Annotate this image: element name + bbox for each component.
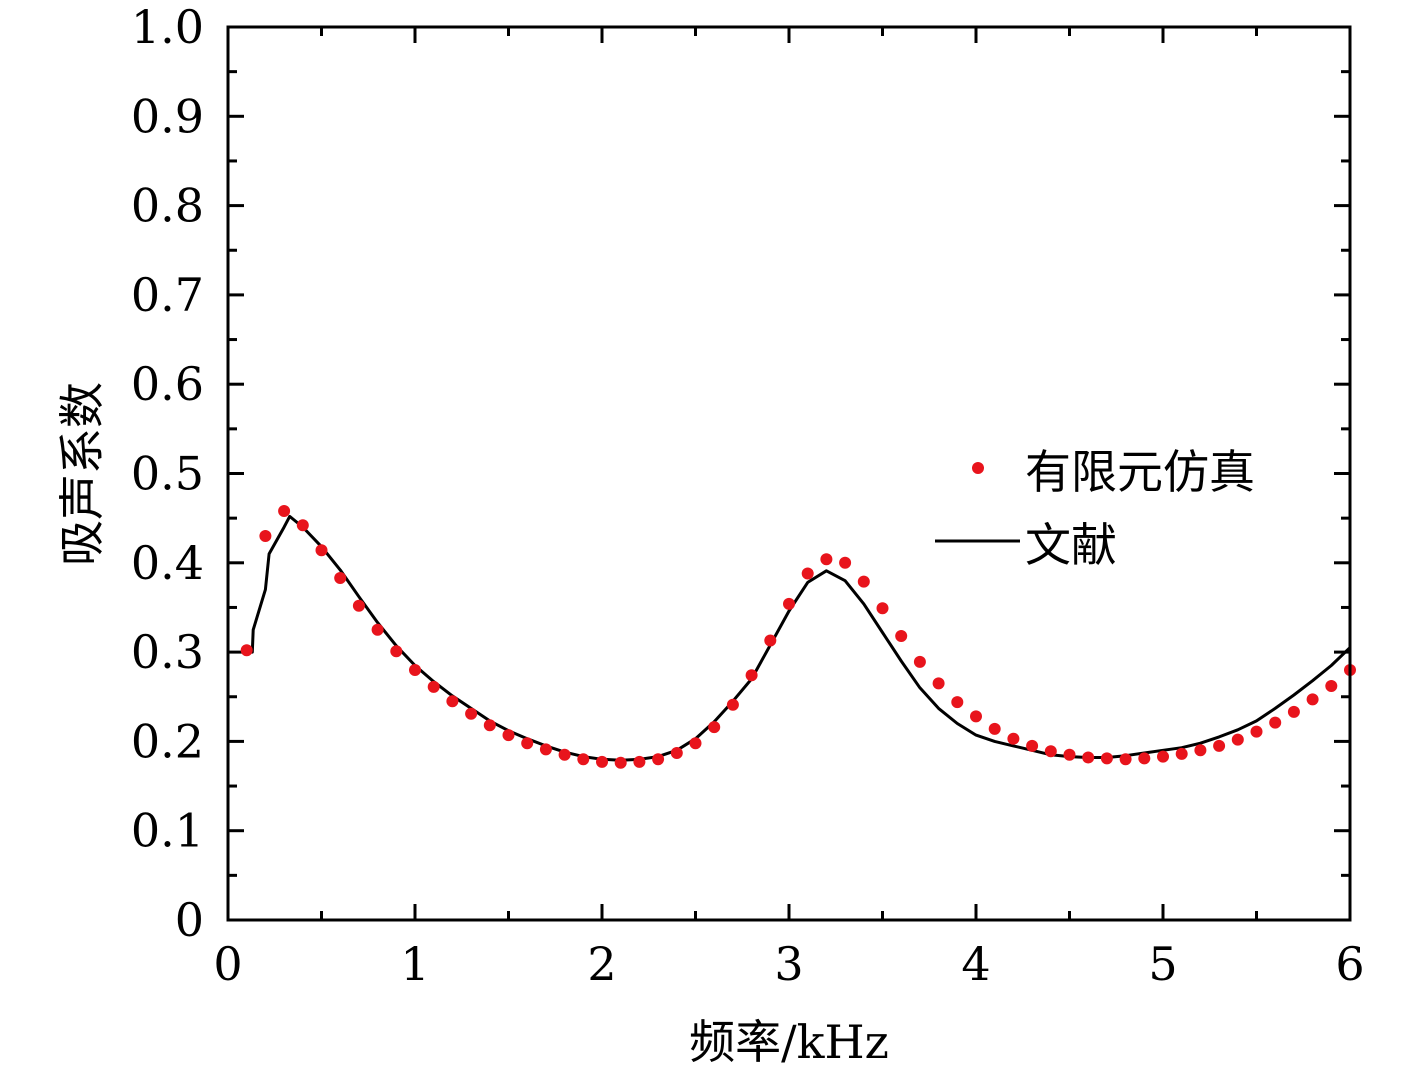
- data-point-simulation: [670, 747, 683, 759]
- data-point-simulation: [1044, 745, 1057, 758]
- data-point-simulation: [726, 698, 739, 711]
- legend-marker-simulation: [972, 462, 984, 474]
- data-point-simulation: [708, 721, 721, 734]
- plot-frame: [226, 25, 1352, 922]
- x-tick-label: 5: [1148, 937, 1177, 991]
- legend-label-simulation: 有限元仿真: [1025, 445, 1255, 499]
- data-point-simulation: [577, 753, 590, 766]
- data-point-simulation: [895, 630, 908, 642]
- data-point-simulation: [839, 556, 852, 569]
- y-tick-label: 0.1: [131, 804, 204, 858]
- data-point-simulation: [240, 644, 253, 657]
- data-point-simulation: [371, 623, 384, 636]
- line-series-literature: [246, 514, 1352, 762]
- x-axis-title: 频率/kHz: [689, 1015, 889, 1069]
- y-tick-label: 0.6: [131, 357, 204, 411]
- data-point-simulation: [876, 602, 889, 615]
- data-point-simulation: [259, 530, 272, 542]
- data-point-simulation: [1175, 747, 1188, 760]
- data-point-simulation: [970, 710, 982, 723]
- data-point-simulation: [315, 544, 328, 557]
- data-point-simulation: [633, 755, 646, 768]
- x-tick-label: 1: [400, 937, 429, 991]
- data-point-simulation: [1269, 716, 1282, 729]
- data-point-simulation: [745, 669, 758, 682]
- data-point-simulation: [1194, 744, 1207, 757]
- scatter-series-layer: [240, 505, 1356, 769]
- x-tick-label: 4: [961, 937, 990, 991]
- x-tick-label: 2: [587, 937, 616, 991]
- legend: 有限元仿真 文献: [935, 445, 1255, 572]
- data-point-simulation: [857, 575, 870, 588]
- x-tick-label: 0: [213, 937, 242, 991]
- data-point-simulation: [689, 737, 702, 750]
- data-point-simulation: [783, 597, 795, 610]
- data-point-simulation: [913, 655, 926, 668]
- data-point-simulation: [1063, 748, 1076, 761]
- data-point-simulation: [1138, 752, 1151, 765]
- y-tick-label: 1.0: [131, 0, 204, 54]
- data-point-simulation: [296, 519, 309, 532]
- data-point-simulation: [820, 553, 833, 566]
- data-point-simulation: [539, 743, 552, 756]
- y-tick-label: 0.7: [131, 268, 204, 322]
- data-point-simulation: [652, 753, 665, 766]
- y-tick-label: 0.9: [131, 89, 204, 143]
- data-point-simulation: [278, 505, 291, 517]
- y-axis-title: 吸声系数: [55, 382, 109, 566]
- x-tick-label: 3: [774, 937, 803, 991]
- data-point-simulation: [988, 722, 1001, 735]
- data-point-simulation: [1325, 680, 1338, 692]
- data-point-simulation: [502, 729, 515, 742]
- data-point-simulation: [1157, 750, 1169, 763]
- data-point-simulation: [390, 645, 403, 658]
- data-point-simulation: [932, 677, 945, 690]
- data-point-simulation: [465, 707, 478, 720]
- legend-label-literature: 文献: [1025, 518, 1117, 572]
- data-point-simulation: [558, 748, 571, 761]
- data-point-simulation: [1082, 751, 1095, 764]
- y-tick-label: 0.2: [131, 714, 204, 768]
- data-point-simulation: [409, 664, 421, 676]
- data-point-simulation: [446, 695, 459, 708]
- data-point-simulation: [1007, 732, 1020, 745]
- data-point-simulation: [483, 719, 496, 732]
- data-point-simulation: [1287, 705, 1300, 718]
- data-point-simulation: [596, 755, 608, 768]
- data-point-simulation: [764, 634, 777, 647]
- data-point-simulation: [951, 696, 964, 709]
- data-point-simulation: [1026, 739, 1039, 752]
- data-point-simulation: [1119, 753, 1132, 766]
- data-point-simulation: [1231, 733, 1244, 746]
- data-point-simulation: [1100, 752, 1113, 765]
- data-point-simulation: [1306, 693, 1319, 706]
- data-point-simulation: [334, 572, 347, 584]
- y-tick-label: 0.4: [131, 536, 204, 590]
- data-point-simulation: [1213, 739, 1226, 752]
- data-point-simulation: [427, 680, 440, 693]
- y-tick-label: 0.8: [131, 179, 204, 233]
- y-tick-label: 0.5: [131, 447, 204, 501]
- y-tick-label: 0.3: [131, 625, 204, 679]
- data-point-simulation: [1250, 725, 1263, 738]
- tick-labels-layer: 0 1 2 3 4 5 6 0 0.1 0.2 0.3 0.4 0.5 0.6 0.7 0.8 0.9 1.0: [131, 0, 1365, 991]
- line-series-layer: [246, 514, 1352, 762]
- x-tick-label: 6: [1335, 937, 1364, 991]
- data-point-simulation: [801, 567, 814, 580]
- data-point-simulation: [352, 599, 365, 612]
- y-tick-label: 0: [175, 893, 204, 947]
- data-point-simulation: [521, 737, 534, 750]
- data-point-simulation: [614, 756, 627, 769]
